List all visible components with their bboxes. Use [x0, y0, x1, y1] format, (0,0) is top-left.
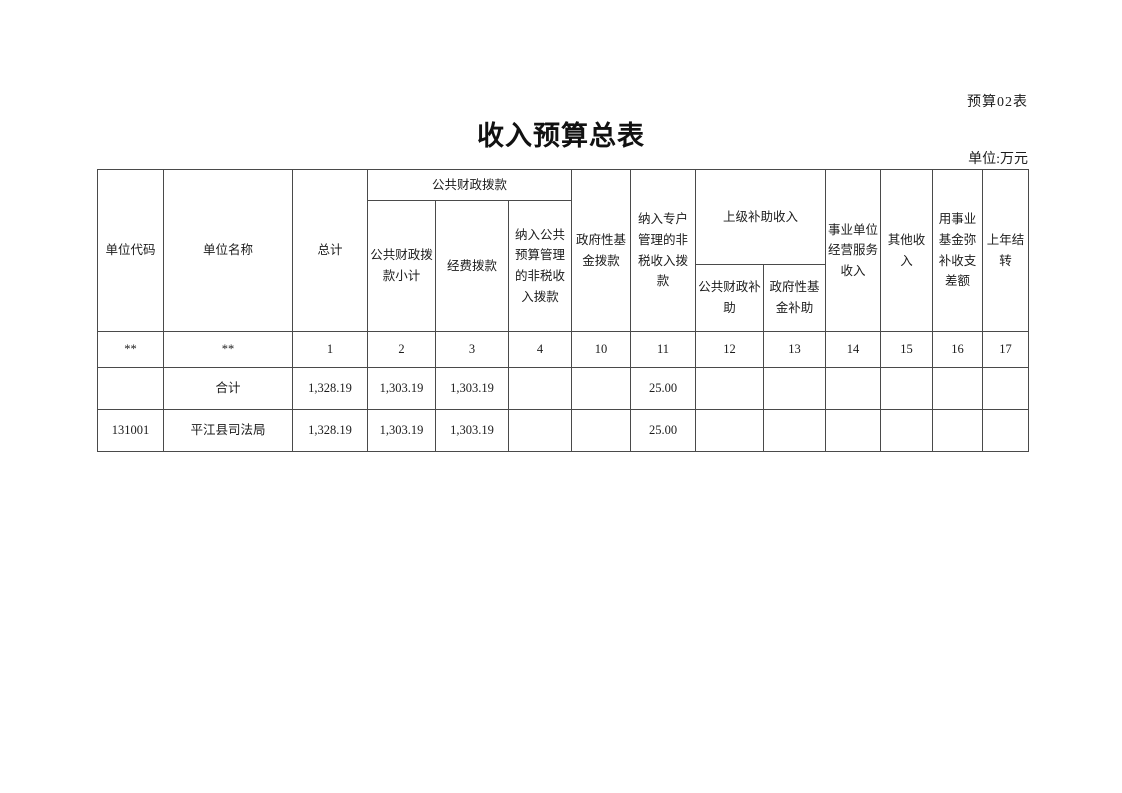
- index-cell: 16: [932, 331, 984, 368]
- value-cell: [825, 367, 882, 410]
- value-cell: [880, 367, 934, 410]
- value-cell: [508, 367, 572, 410]
- index-cell: 3: [435, 331, 509, 368]
- table-row-unit: 131001 平江县司法局 1,328.19 1,303.19 1,303.19…: [97, 409, 1030, 452]
- value-cell: 1,303.19: [367, 409, 436, 452]
- value-cell: [762, 367, 827, 410]
- value-cell: [695, 367, 764, 410]
- index-cell: 15: [880, 331, 934, 368]
- value-cell: [932, 409, 984, 452]
- header-unit-code: 单位代码: [97, 169, 164, 332]
- header-public-finance-subsidy: 公共财政补助: [695, 264, 764, 332]
- header-gov-fund-allocation: 政府性基金拨款: [571, 169, 631, 332]
- value-cell: 1,303.19: [435, 367, 509, 410]
- value-cell: 1,303.19: [435, 409, 509, 452]
- value-cell: 1,328.19: [292, 409, 368, 452]
- index-cell: 2: [367, 331, 436, 368]
- value-cell: [825, 409, 882, 452]
- form-number-label: 预算02表: [967, 95, 1028, 110]
- header-public-finance-group: 公共财政拨款: [367, 169, 572, 201]
- unit-name-cell: 合计: [163, 367, 293, 410]
- table-row-total: 合计 1,328.19 1,303.19 1,303.19 25.00: [97, 367, 1030, 410]
- unit-of-measure-label: 单位:万元: [968, 152, 1028, 167]
- header-total: 总计: [292, 169, 368, 332]
- value-cell: 1,328.19: [292, 367, 368, 410]
- header-prev-year-carryover: 上年结转: [982, 169, 1030, 332]
- index-cell: **: [97, 331, 164, 368]
- value-cell: [571, 367, 631, 410]
- value-cell: [880, 409, 934, 452]
- index-cell: 10: [571, 331, 631, 368]
- value-cell: [762, 409, 827, 452]
- value-cell: [508, 409, 572, 452]
- value-cell: 25.00: [630, 367, 696, 410]
- header-public-finance-subtotal: 公共财政拨款小计: [367, 200, 436, 332]
- value-cell: [982, 409, 1030, 452]
- unit-code-cell: 131001: [97, 409, 164, 452]
- index-cell: 4: [508, 331, 572, 368]
- index-cell: 1: [292, 331, 368, 368]
- unit-name-cell: 平江县司法局: [163, 409, 293, 452]
- index-cell: 13: [762, 331, 827, 368]
- header-row-2: 公共财政拨款小计 经费拨款 纳入公共预算管理的非税收入拨款: [98, 200, 1029, 332]
- unit-code-cell: [97, 367, 164, 410]
- header-business-operation-income: 事业单位经营服务收入: [825, 169, 882, 332]
- header-gov-fund-subsidy: 政府性基金补助: [762, 264, 827, 332]
- header-unit-name: 单位名称: [163, 169, 293, 332]
- header-row-1: 单位代码 单位名称 总计 公共财政拨款 政府性基金拨款 纳入专户管理的非税收入拨…: [97, 169, 1030, 332]
- income-budget-table: 单位代码 单位名称 总计 公共财政拨款 政府性基金拨款 纳入专户管理的非税收入拨…: [97, 169, 1030, 452]
- index-cell: 12: [695, 331, 764, 368]
- header-expense-allocation: 经费拨款: [435, 200, 509, 332]
- value-cell: [695, 409, 764, 452]
- header-nontax-into-public-budget: 纳入公共预算管理的非税收入拨款: [508, 200, 572, 332]
- index-cell: 11: [630, 331, 696, 368]
- index-cell: 17: [982, 331, 1030, 368]
- column-index-row: ** ** 1 2 3 4 10 11 12 13 14 15 16 17: [97, 331, 1030, 368]
- index-cell: **: [163, 331, 293, 368]
- header-other-income: 其他收入: [880, 169, 934, 332]
- value-cell: 25.00: [630, 409, 696, 452]
- header-superior-subsidy-group: 上级补助收入: [694, 169, 827, 265]
- index-cell: 14: [825, 331, 882, 368]
- header-row-3: 公共财政补助 政府性基金补助: [98, 264, 1029, 332]
- header-nontax-special-account: 纳入专户管理的非税收入拨款: [630, 169, 696, 332]
- value-cell: [982, 367, 1030, 410]
- value-cell: [571, 409, 631, 452]
- value-cell: [932, 367, 984, 410]
- value-cell: 1,303.19: [367, 367, 436, 410]
- page-title: 收入预算总表: [477, 121, 645, 151]
- header-fund-offset-balance: 用事业基金弥补收支差额: [932, 169, 984, 332]
